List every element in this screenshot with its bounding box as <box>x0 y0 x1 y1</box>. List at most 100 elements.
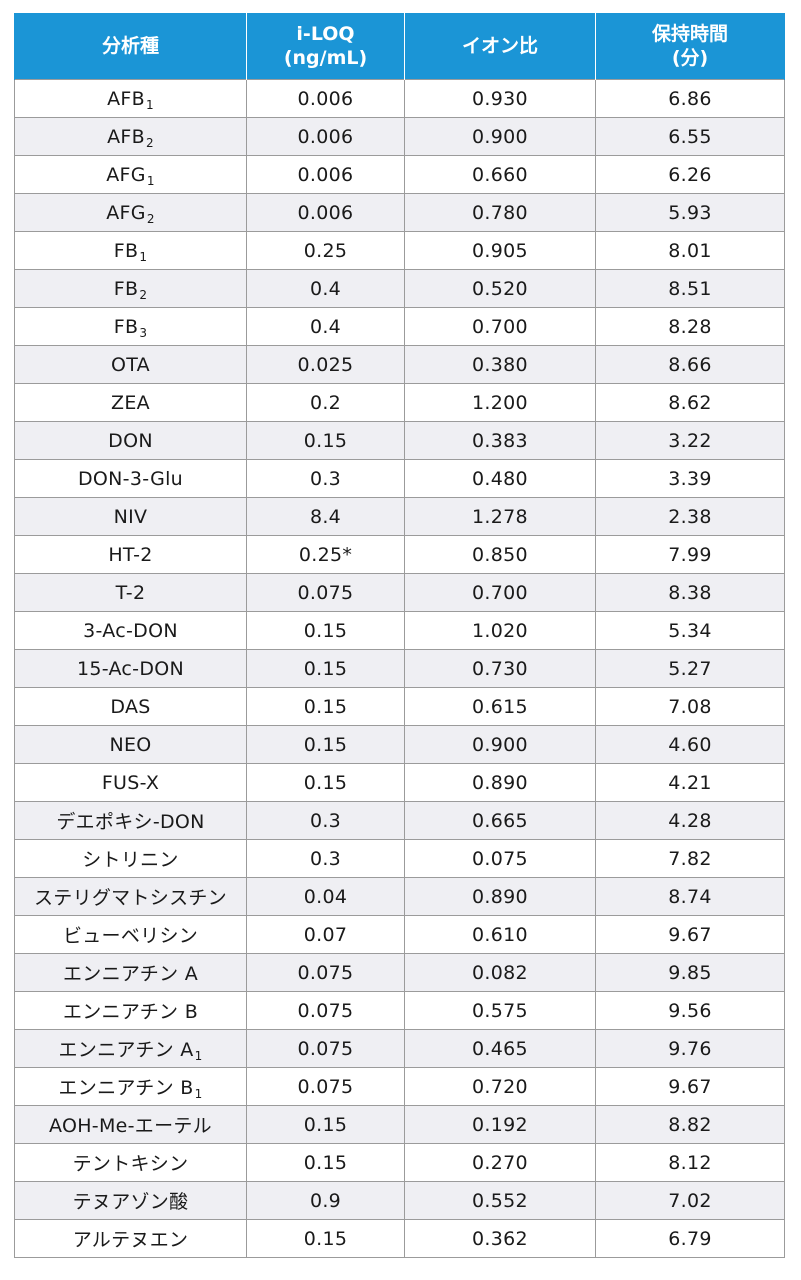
cell-retention-time: 4.60 <box>595 725 785 764</box>
cell-iloq: 0.15 <box>246 763 405 802</box>
cell-retention-time: 4.21 <box>595 763 785 802</box>
cell-retention-time: 8.82 <box>595 1105 785 1144</box>
analyte-subscript: 1 <box>145 97 154 112</box>
analyte-subscript: 2 <box>145 135 154 150</box>
cell-ion-ratio: 0.720 <box>404 1067 596 1106</box>
header-retention-time-label: 保持時間 <box>651 23 728 45</box>
cell-retention-time: 7.82 <box>595 839 785 878</box>
table-row: AFB1 0.006 0.930 6.86 <box>14 79 785 118</box>
header-iloq-label: i-LOQ <box>296 23 355 45</box>
cell-ion-ratio: 0.192 <box>404 1105 596 1144</box>
cell-retention-time: 3.22 <box>595 421 785 460</box>
header-retention-time-unit: (分) <box>671 47 709 69</box>
cell-analyte: FB2 <box>14 269 247 308</box>
cell-analyte: アルテヌエン <box>14 1219 247 1258</box>
cell-analyte: FUS-X <box>14 763 247 802</box>
mycotoxin-table-container: 分析種 i-LOQ (ng/mL) イオン比 保持時間 (分) AFB1 0.00… <box>14 13 785 1258</box>
cell-ion-ratio: 0.552 <box>404 1181 596 1220</box>
cell-retention-time: 8.51 <box>595 269 785 308</box>
analyte-name: ZEA <box>111 391 150 414</box>
cell-analyte: ZEA <box>14 383 247 422</box>
cell-ion-ratio: 0.900 <box>404 117 596 156</box>
analyte-name: T-2 <box>115 581 146 604</box>
cell-ion-ratio: 0.930 <box>404 79 596 118</box>
cell-iloq: 0.15 <box>246 611 405 650</box>
cell-iloq: 0.3 <box>246 801 405 840</box>
cell-iloq: 0.3 <box>246 459 405 498</box>
table-row: FB3 0.4 0.700 8.28 <box>14 307 785 346</box>
cell-retention-time: 6.26 <box>595 155 785 194</box>
analyte-name: エンニアチン A <box>62 963 199 985</box>
table-row: AOH-Me-エーテル 0.15 0.192 8.82 <box>14 1105 785 1144</box>
analyte-name: エンニアチン B <box>58 1077 194 1099</box>
table-row: NEO 0.15 0.900 4.60 <box>14 725 785 764</box>
table-row: エンニアチン A1 0.075 0.465 9.76 <box>14 1029 785 1068</box>
header-analyte: 分析種 <box>14 13 247 80</box>
cell-retention-time: 8.01 <box>595 231 785 270</box>
analyte-name: FB <box>113 277 139 300</box>
cell-iloq: 0.15 <box>246 1143 405 1182</box>
cell-analyte: エンニアチン A1 <box>14 1029 247 1068</box>
analyte-name: デエポキシ-DON <box>56 811 205 833</box>
cell-analyte: 15-Ac-DON <box>14 649 247 688</box>
cell-analyte: ビューベリシン <box>14 915 247 954</box>
table-row: デエポキシ-DON 0.3 0.665 4.28 <box>14 801 785 840</box>
analyte-name: 15-Ac-DON <box>76 657 185 680</box>
cell-ion-ratio: 0.890 <box>404 763 596 802</box>
cell-analyte: AFG1 <box>14 155 247 194</box>
cell-iloq: 0.15 <box>246 649 405 688</box>
header-iloq-unit: (ng/mL) <box>283 47 368 69</box>
cell-retention-time: 6.86 <box>595 79 785 118</box>
analyte-name: DON-3-Glu <box>77 467 184 490</box>
cell-retention-time: 4.28 <box>595 801 785 840</box>
cell-analyte: エンニアチン A <box>14 953 247 992</box>
cell-ion-ratio: 0.362 <box>404 1219 596 1258</box>
cell-ion-ratio: 0.610 <box>404 915 596 954</box>
analyte-name: AFG <box>106 163 146 186</box>
analyte-name: FB <box>113 315 139 338</box>
cell-retention-time: 9.67 <box>595 915 785 954</box>
table-row: FUS-X 0.15 0.890 4.21 <box>14 763 785 802</box>
cell-iloq: 0.075 <box>246 1029 405 1068</box>
cell-iloq: 0.2 <box>246 383 405 422</box>
cell-analyte: AOH-Me-エーテル <box>14 1105 247 1144</box>
table-row: DON-3-Glu 0.3 0.480 3.39 <box>14 459 785 498</box>
cell-iloq: 0.006 <box>246 193 405 232</box>
cell-iloq: 0.9 <box>246 1181 405 1220</box>
cell-retention-time: 6.79 <box>595 1219 785 1258</box>
header-retention-time: 保持時間 (分) <box>595 13 785 80</box>
table-row: OTA 0.025 0.380 8.66 <box>14 345 785 384</box>
analyte-name: AOH-Me-エーテル <box>48 1115 212 1137</box>
cell-analyte: DAS <box>14 687 247 726</box>
cell-iloq: 0.15 <box>246 1219 405 1258</box>
cell-analyte: DON <box>14 421 247 460</box>
analyte-subscript: 1 <box>194 1049 203 1063</box>
table-row: AFG1 0.006 0.660 6.26 <box>14 155 785 194</box>
cell-analyte: エンニアチン B <box>14 991 247 1030</box>
analyte-name: HT-2 <box>108 543 153 566</box>
cell-retention-time: 9.76 <box>595 1029 785 1068</box>
cell-analyte: NIV <box>14 497 247 536</box>
cell-analyte: NEO <box>14 725 247 764</box>
cell-retention-time: 7.08 <box>595 687 785 726</box>
analyte-name: AFB <box>107 87 145 110</box>
cell-ion-ratio: 1.020 <box>404 611 596 650</box>
header-analyte-label: 分析種 <box>101 35 159 57</box>
analyte-name: シトリニン <box>82 849 179 871</box>
analyte-name: 3-Ac-DON <box>83 619 178 642</box>
cell-retention-time: 5.34 <box>595 611 785 650</box>
cell-iloq: 0.25 <box>246 231 405 270</box>
analyte-subscript: 3 <box>139 325 148 340</box>
analyte-name: DON <box>108 429 153 452</box>
cell-analyte: 3-Ac-DON <box>14 611 247 650</box>
cell-iloq: 0.15 <box>246 1105 405 1144</box>
table-row: 15-Ac-DON 0.15 0.730 5.27 <box>14 649 785 688</box>
analyte-name: ステリグマトシスチン <box>33 887 227 909</box>
analyte-name: テヌアゾン酸 <box>72 1191 189 1213</box>
cell-ion-ratio: 0.082 <box>404 953 596 992</box>
cell-iloq: 0.075 <box>246 953 405 992</box>
cell-retention-time: 5.93 <box>595 193 785 232</box>
cell-iloq: 0.025 <box>246 345 405 384</box>
header-iloq: i-LOQ (ng/mL) <box>246 13 405 80</box>
cell-retention-time: 8.38 <box>595 573 785 612</box>
